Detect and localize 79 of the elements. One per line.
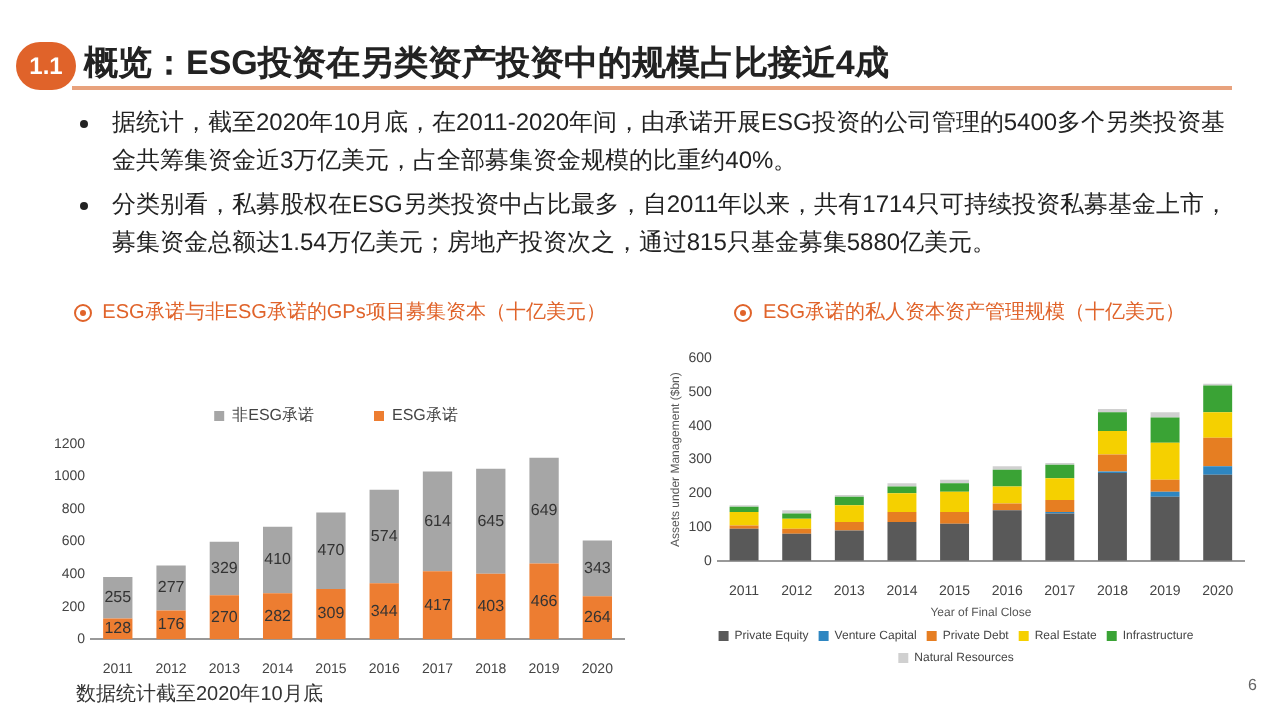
bar [1045, 500, 1075, 512]
bar [940, 491, 970, 512]
bar [1203, 474, 1233, 561]
text: 6 [1248, 676, 1257, 694]
data-label: 343 [584, 558, 612, 577]
data-label: 645 [477, 511, 506, 530]
data-label: 649 [530, 501, 559, 520]
data-label: 410 [264, 550, 293, 569]
data-label: 128 [104, 619, 133, 638]
bar [992, 469, 1022, 487]
chart-title: ESG承诺的私人资本资产管理规模（十亿美元） [762, 299, 1186, 326]
bar [1045, 478, 1075, 501]
data-label: 277 [157, 578, 186, 597]
data-label: 466 [530, 591, 559, 610]
bar [529, 457, 559, 564]
bar [369, 489, 399, 584]
bar [992, 503, 1022, 511]
bar [834, 530, 864, 561]
bar [834, 496, 864, 506]
bar [940, 483, 970, 492]
bar [1203, 437, 1233, 467]
chart-title: ESG承诺与非ESG承诺的GPs项目募集资本（十亿美元） [102, 299, 606, 326]
bar [1097, 430, 1127, 455]
bar [1203, 385, 1233, 413]
data-label: 255 [104, 588, 133, 607]
bar [940, 511, 970, 524]
bar [1203, 412, 1233, 438]
bar [316, 512, 346, 589]
bar [729, 511, 759, 526]
text: 数据统计截至2020年10月底 [76, 681, 323, 708]
bar [834, 505, 864, 523]
bar [422, 471, 453, 572]
bar [156, 565, 186, 611]
bar [529, 563, 559, 640]
text: 分类别看，私募股权在ESG另类投资中占比最多，自2011年以来，共有1714只可持续投资私募基金上市，募集资金总额达1.54万亿美元；房地产投资次之，通过815只基金募集5880亿美元。 [112, 188, 1230, 260]
bar [940, 523, 970, 561]
bar [782, 528, 812, 534]
bar [1045, 464, 1075, 479]
bar [887, 522, 917, 561]
data-label: 574 [370, 526, 399, 545]
data-label: 270 [211, 607, 239, 626]
data-label: 282 [264, 606, 293, 625]
text: 据统计，截至2020年10月底，在2011-2020年间，由承诺开展ESG投资的公司管理的5400多个另类投资基金共筹集资金近3万亿美元，占全部募集资金规模的比重约40%。 [112, 106, 1228, 178]
bar [1150, 491, 1180, 497]
data-label: 176 [157, 615, 186, 634]
text: 概览：ESG投资在另类资产投资中的规模占比接近4成 [84, 42, 889, 86]
bar [1097, 473, 1127, 561]
bar [1150, 417, 1180, 443]
text: 1.1 [16, 42, 76, 90]
bar [1150, 496, 1180, 561]
bar [422, 571, 453, 640]
data-label: 344 [370, 601, 399, 620]
bar [1150, 442, 1180, 480]
bar [1203, 466, 1233, 475]
data-label: 264 [584, 608, 612, 627]
data-label: 329 [211, 558, 239, 577]
bar [992, 510, 1022, 561]
data-label: 417 [424, 595, 452, 614]
bar [782, 533, 812, 561]
bar [782, 518, 812, 529]
bar [476, 468, 506, 574]
bar [887, 493, 917, 512]
bar [729, 506, 759, 512]
bar [834, 522, 864, 531]
bar [1097, 412, 1127, 431]
bar [1150, 412, 1180, 418]
bar [729, 528, 759, 561]
bar [1097, 454, 1127, 472]
bar [887, 511, 917, 523]
legend-label: ESG承诺 [392, 406, 458, 425]
legend-label: 非ESG承诺 [232, 406, 315, 425]
bar [1045, 513, 1075, 561]
bar [782, 513, 812, 519]
data-label: 403 [477, 596, 506, 615]
data-label: 470 [317, 541, 346, 560]
data-label: 614 [424, 511, 452, 530]
bar [1150, 479, 1180, 492]
data-label: 309 [317, 604, 346, 623]
bar [992, 486, 1022, 504]
